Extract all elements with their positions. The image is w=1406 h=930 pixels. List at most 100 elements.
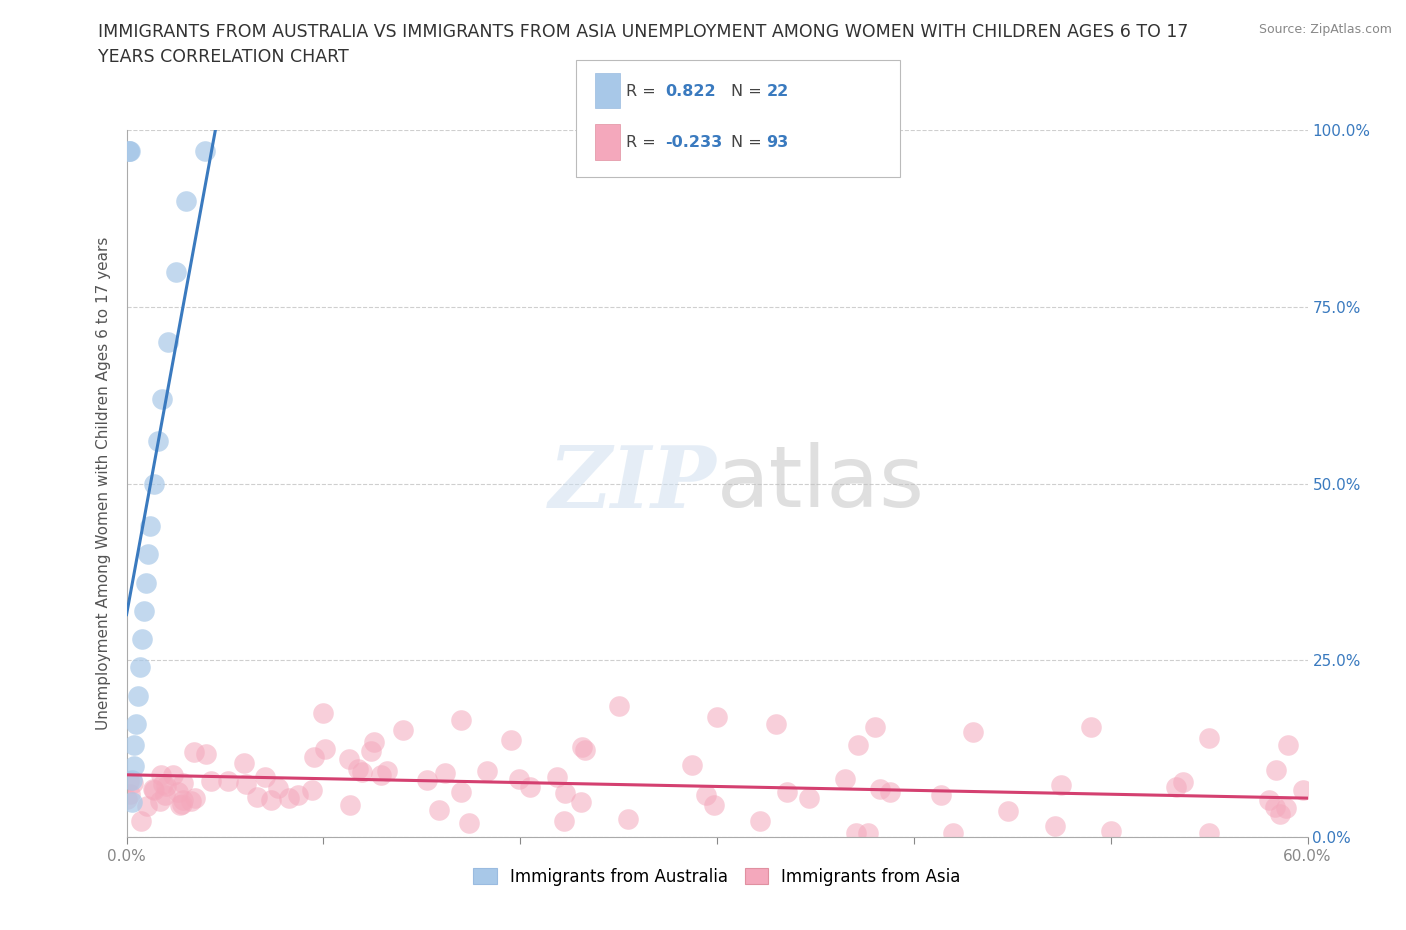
Point — [153, 788, 176, 803]
Point — [180, 794, 202, 809]
Point — [574, 743, 596, 758]
Point — [124, 759, 146, 774]
Point — [1292, 783, 1315, 798]
Y-axis label: Unemployment Among Women with Children Ages 6 to 17 years: Unemployment Among Women with Children A… — [96, 237, 111, 730]
Point — [127, 688, 149, 703]
Point — [962, 725, 984, 740]
Point — [475, 764, 498, 779]
Point — [427, 803, 450, 817]
Point — [856, 826, 879, 841]
Point — [155, 779, 177, 794]
Point — [997, 804, 1019, 818]
Point — [149, 767, 172, 782]
Point — [235, 777, 257, 791]
Point — [301, 783, 323, 798]
Point — [508, 771, 530, 786]
Point — [129, 660, 152, 675]
Point — [1198, 731, 1220, 746]
Text: N =: N = — [731, 136, 768, 151]
Point — [115, 791, 138, 806]
Point — [347, 762, 370, 777]
Point — [194, 747, 217, 762]
Point — [392, 723, 415, 737]
Point — [695, 787, 717, 802]
Text: 0.822: 0.822 — [665, 84, 716, 99]
Point — [607, 698, 630, 713]
Point — [519, 779, 541, 794]
Point — [845, 826, 868, 841]
Point — [1043, 818, 1066, 833]
Point — [1198, 826, 1220, 841]
Point — [172, 792, 194, 807]
Point — [117, 144, 139, 159]
Point — [499, 732, 522, 747]
Point — [162, 768, 184, 783]
Point — [134, 604, 156, 618]
Point — [1277, 737, 1299, 752]
Point — [172, 776, 194, 790]
Point — [703, 797, 725, 812]
Point — [554, 786, 576, 801]
Point — [765, 716, 787, 731]
Text: ZIP: ZIP — [550, 442, 717, 525]
Point — [266, 781, 288, 796]
Point — [314, 741, 336, 756]
Point — [142, 783, 165, 798]
Point — [245, 790, 267, 804]
Point — [1164, 779, 1187, 794]
Text: Source: ZipAtlas.com: Source: ZipAtlas.com — [1258, 23, 1392, 36]
Point — [278, 790, 301, 805]
Point — [553, 814, 575, 829]
Point — [681, 758, 703, 773]
Point — [125, 716, 148, 731]
Point — [339, 797, 361, 812]
Point — [194, 144, 217, 159]
Point — [118, 787, 141, 802]
Point — [136, 799, 159, 814]
Point — [1258, 792, 1281, 807]
Point — [135, 575, 157, 590]
Point — [312, 706, 335, 721]
Point — [302, 750, 325, 764]
Point — [370, 768, 392, 783]
Point — [121, 794, 143, 809]
Point — [1080, 720, 1102, 735]
Point — [118, 773, 141, 788]
Point — [749, 813, 772, 828]
Legend: Immigrants from Australia, Immigrants from Asia: Immigrants from Australia, Immigrants fr… — [467, 861, 967, 892]
Point — [183, 745, 205, 760]
Point — [131, 631, 153, 646]
Point — [287, 788, 309, 803]
Point — [149, 794, 172, 809]
Point — [253, 769, 276, 784]
Text: R =: R = — [626, 84, 661, 99]
Point — [120, 144, 142, 159]
Point — [174, 193, 197, 208]
Text: N =: N = — [731, 84, 768, 99]
Text: -0.233: -0.233 — [665, 136, 723, 151]
Point — [569, 794, 592, 809]
Point — [776, 785, 799, 800]
Text: 22: 22 — [766, 84, 789, 99]
Point — [617, 812, 640, 827]
Point — [416, 772, 439, 787]
Point — [156, 335, 179, 350]
Text: 93: 93 — [766, 136, 789, 151]
Point — [260, 792, 283, 807]
Point — [172, 797, 194, 812]
Text: R =: R = — [626, 136, 661, 151]
Text: atlas: atlas — [717, 442, 925, 525]
Point — [184, 790, 207, 805]
Point — [143, 476, 166, 491]
Point — [337, 752, 360, 767]
Point — [360, 744, 382, 759]
Point — [458, 816, 481, 830]
Point — [1171, 775, 1194, 790]
Point — [879, 784, 901, 799]
Point — [450, 713, 472, 728]
Point — [217, 774, 239, 789]
Point — [141, 781, 163, 796]
Point — [200, 774, 222, 789]
Point — [869, 782, 891, 797]
Point — [167, 784, 190, 799]
